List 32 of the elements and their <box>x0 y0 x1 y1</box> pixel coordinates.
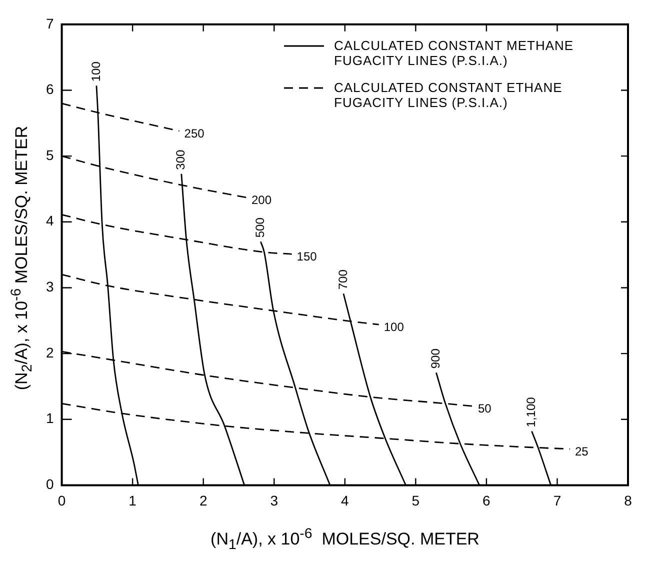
y-tick-label: 2 <box>46 344 54 360</box>
y-tick-label: 6 <box>46 81 54 98</box>
x-tick-label: 4 <box>340 492 349 508</box>
x-axis-title: (N$_{1}$/A), x 10$^{-6}$ MOLES/SQ. METER <box>210 526 480 554</box>
annotation: 200 <box>252 192 272 207</box>
legend-label: CALCULATED CONSTANT ETHANE FUGACITY LINES (P.S.I.A.) <box>334 80 564 110</box>
annotation: 50 <box>478 402 492 416</box>
legend-label: CALCULATED CONSTANT METHANE FUGACITY LINES (P.S.I.A.) <box>334 38 575 68</box>
y-tick-label: 0 <box>46 476 54 492</box>
annotation: 500 <box>252 217 267 238</box>
y-tick-label: 3 <box>46 278 54 295</box>
x-tick-label: 0 <box>58 492 66 508</box>
annotation: 25 <box>574 444 589 458</box>
x-tick-label: 3 <box>270 492 278 508</box>
annotation: 100 <box>88 61 103 82</box>
x-tick-label: 7 <box>553 492 562 508</box>
y-tick-label: 1 <box>46 410 54 426</box>
annotation: 1,100 <box>524 396 538 428</box>
annotation: 700 <box>336 269 350 290</box>
annotation: 100 <box>384 320 404 334</box>
x-tick-label: 1 <box>128 492 137 508</box>
y-tick-label: 4 <box>46 212 54 229</box>
x-tick-label: 5 <box>412 492 420 508</box>
x-tick-label: 6 <box>482 492 491 508</box>
x-tick-label: 2 <box>199 492 208 508</box>
y-tick-label: 5 <box>46 146 54 163</box>
annotation: 250 <box>184 126 205 140</box>
annotation: 900 <box>428 348 443 369</box>
x-tick-label: 8 <box>624 492 632 508</box>
y-tick-label: 7 <box>46 15 54 32</box>
annotation: 150 <box>296 249 318 264</box>
annotation: 300 <box>174 149 188 170</box>
